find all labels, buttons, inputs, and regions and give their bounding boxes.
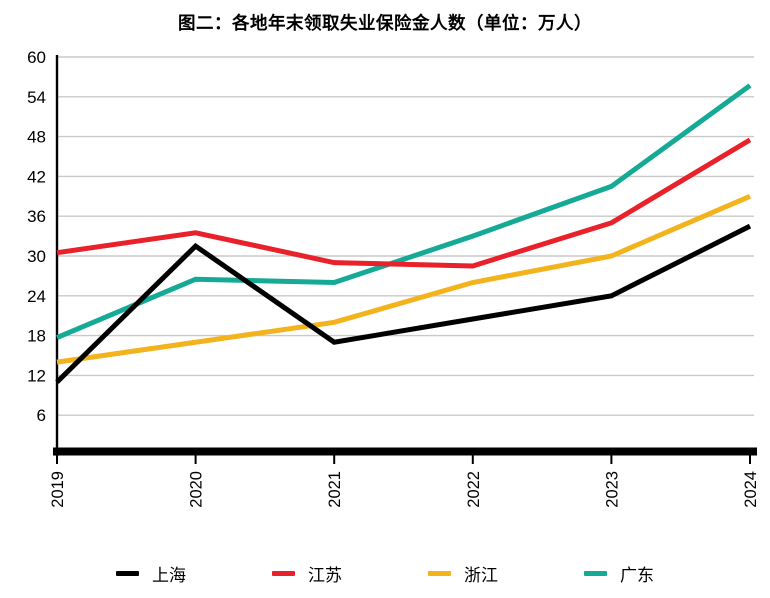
x-axis-tick-label: 2019 xyxy=(49,471,67,508)
x-axis-tick-label: 2021 xyxy=(326,471,344,508)
y-axis-tick-label: 18 xyxy=(27,327,46,346)
legend-item-浙江: 浙江 xyxy=(428,561,498,586)
y-axis-tick-label: 42 xyxy=(27,167,46,186)
legend-label: 上海 xyxy=(152,566,186,585)
y-axis-tick-label: 48 xyxy=(27,128,46,147)
legend-dash-icon xyxy=(584,571,607,576)
x-axis-tick-label: 2020 xyxy=(188,471,206,508)
y-axis-tick-label: 30 xyxy=(27,247,46,266)
series-line-浙江 xyxy=(56,194,751,365)
legend-label: 浙江 xyxy=(464,566,498,585)
legend-item-上海: 上海 xyxy=(116,561,186,586)
y-axis-tick-label: 36 xyxy=(27,207,46,226)
legend-dash-icon xyxy=(116,571,139,576)
y-axis-tick-label: 6 xyxy=(37,406,46,425)
series-line-江苏 xyxy=(56,137,752,269)
x-axis-tick-label: 2024 xyxy=(742,471,760,508)
legend: 上海 江苏 浙江 广东 xyxy=(0,561,770,586)
legend-item-江苏: 江苏 xyxy=(272,561,342,586)
plot-area: 6 12 18 24 30 36 42 48 54 60 2019 2020 2021 2022 2023 2… xyxy=(27,48,760,508)
legend-dash-icon xyxy=(272,571,295,576)
series-line-上海 xyxy=(55,223,752,384)
x-axis-tick-label: 2022 xyxy=(465,471,483,508)
y-axis-tick-label: 60 xyxy=(27,48,46,67)
y-axis-tick-label: 12 xyxy=(27,366,46,385)
y-axis-tick-label: 54 xyxy=(27,88,46,107)
chart-title: 图二：各地年末领取失业保险金人数（单位：万人） xyxy=(178,13,592,33)
legend-dash-icon xyxy=(428,571,451,576)
legend-label: 广东 xyxy=(620,566,654,585)
x-axis-tick-label: 2023 xyxy=(603,471,621,508)
legend-item-广东: 广东 xyxy=(584,561,654,586)
legend-label: 江苏 xyxy=(308,566,342,585)
series-line-广东 xyxy=(56,83,752,340)
y-axis-tick-label: 24 xyxy=(27,287,46,306)
